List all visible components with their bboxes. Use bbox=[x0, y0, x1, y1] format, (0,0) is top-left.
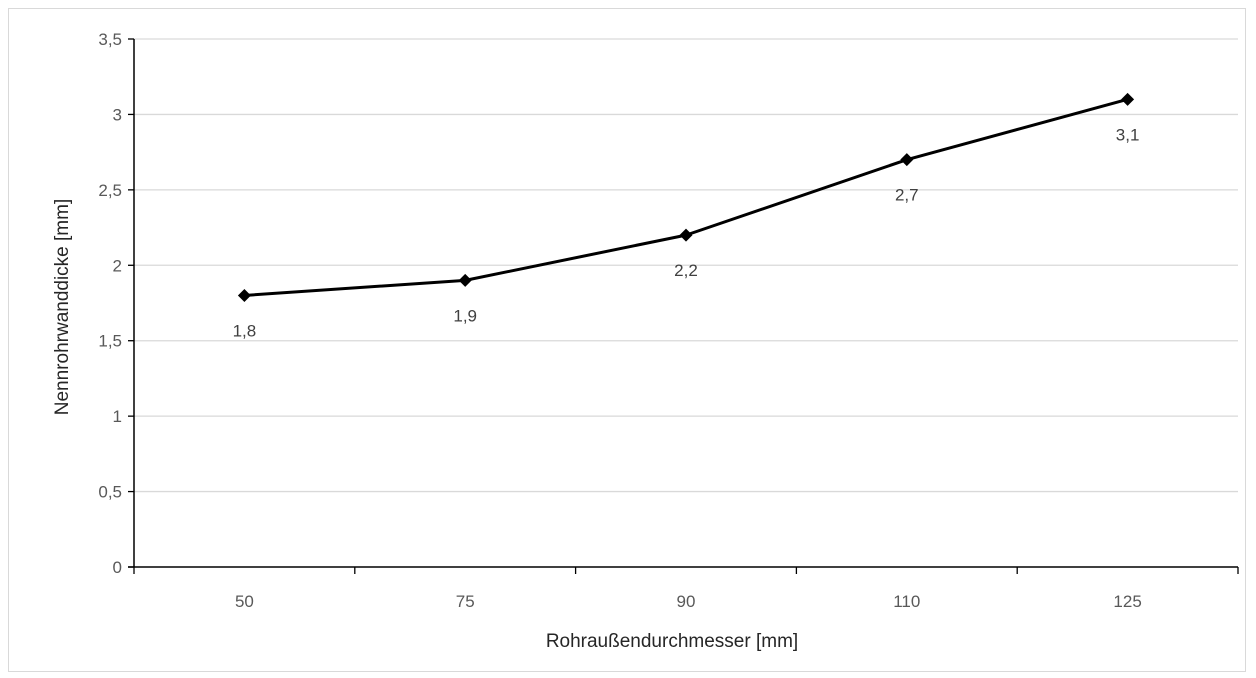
data-label: 3,1 bbox=[1116, 125, 1140, 144]
y-tick-label: 1 bbox=[113, 407, 122, 426]
chart-frame bbox=[8, 8, 1246, 672]
x-axis-title: Rohraußendurchmesser [mm] bbox=[546, 631, 798, 652]
x-tick-label: 50 bbox=[235, 592, 254, 611]
data-point-marker bbox=[1121, 92, 1135, 106]
data-point-marker bbox=[900, 153, 914, 167]
gridlines bbox=[134, 38, 1238, 493]
y-tick-label: 0 bbox=[113, 558, 122, 577]
data-label: 2,7 bbox=[895, 186, 919, 205]
y-tick-label: 1,5 bbox=[98, 332, 122, 351]
y-tick-label: 2,5 bbox=[98, 181, 122, 200]
series bbox=[237, 92, 1135, 302]
x-tick-label: 75 bbox=[456, 592, 475, 611]
data-point-marker bbox=[458, 273, 472, 287]
x-tick-label: 110 bbox=[893, 592, 920, 611]
x-tick-label: 125 bbox=[1113, 592, 1141, 611]
y-tick-label: 3 bbox=[113, 105, 122, 124]
labels: 0 0,5 1 1,5 2 2,5 3 3,5 50 75 90 110 125 1,8 1,9 2,2 2,7… bbox=[98, 30, 1141, 611]
data-label: 1,9 bbox=[453, 306, 477, 325]
y-tick-label: 3,5 bbox=[98, 30, 122, 49]
y-axis-title: Nennrohrwanddicke [mm] bbox=[52, 199, 73, 415]
data-point-marker bbox=[679, 228, 693, 242]
data-point-marker bbox=[237, 288, 251, 302]
x-tick-label: 90 bbox=[677, 592, 696, 611]
data-label: 2,2 bbox=[674, 261, 698, 280]
y-tick-label: 2 bbox=[113, 256, 122, 275]
y-tick-label: 0,5 bbox=[98, 483, 122, 502]
axes bbox=[128, 38, 1239, 574]
data-label: 1,8 bbox=[233, 321, 257, 340]
